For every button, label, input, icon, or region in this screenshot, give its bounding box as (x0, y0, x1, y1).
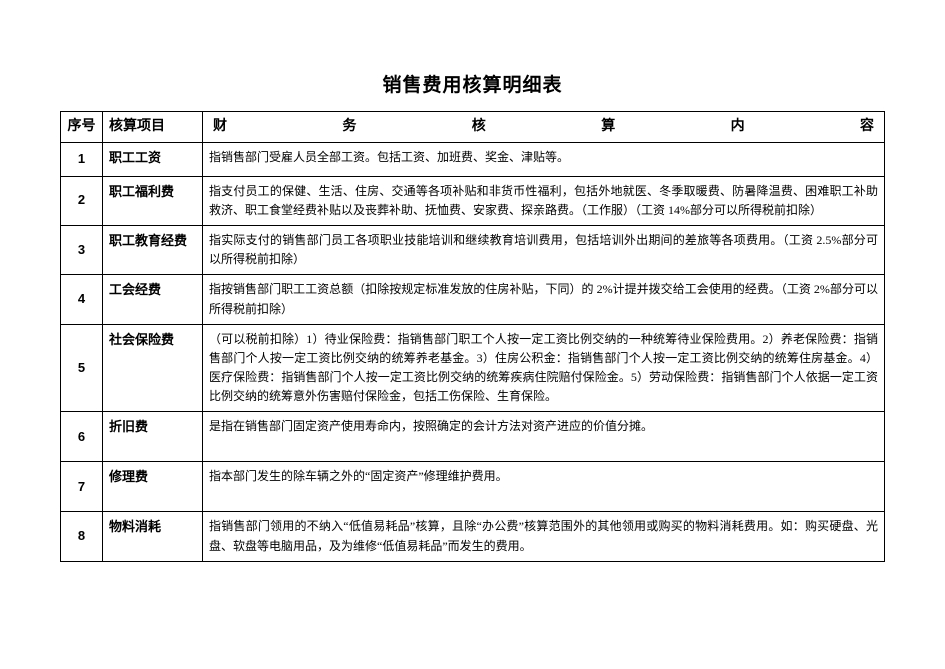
table-body: 1 职工工资 指销售部门受雇人员全部工资。包括工资、加班费、奖金、津贴等。 2 … (61, 142, 885, 561)
table-row: 1 职工工资 指销售部门受雇人员全部工资。包括工资、加班费、奖金、津贴等。 (61, 142, 885, 176)
cell-idx: 3 (61, 225, 103, 274)
table-row: 3 职工教育经费 指实际支付的销售部门员工各项职业技能培训和继续教育培训费用，包… (61, 225, 885, 274)
cell-item: 修理费 (103, 462, 203, 512)
cell-item: 职工工资 (103, 142, 203, 176)
cell-item: 物料消耗 (103, 512, 203, 561)
header-content: 财务核算内容 (203, 112, 885, 143)
table-row: 8 物料消耗 指销售部门领用的不纳入“低值易耗品”核算，且除“办公费”核算范围外… (61, 512, 885, 561)
cell-idx: 6 (61, 412, 103, 462)
table-row: 2 职工福利费 指支付员工的保健、生活、住房、交通等各项补贴和非货币性福利，包括… (61, 176, 885, 225)
cell-item: 社会保险费 (103, 324, 203, 412)
cell-idx: 7 (61, 462, 103, 512)
cell-content: 指本部门发生的除车辆之外的“固定资产”修理维护费用。 (203, 462, 885, 512)
cell-content: 指销售部门领用的不纳入“低值易耗品”核算，且除“办公费”核算范围外的其他领用或购… (203, 512, 885, 561)
header-idx: 序号 (61, 112, 103, 143)
table-header: 序号 核算项目 财务核算内容 (61, 112, 885, 143)
cell-content: 指支付员工的保健、生活、住房、交通等各项补贴和非货币性福利，包括外地就医、冬季取… (203, 176, 885, 225)
cell-item: 职工福利费 (103, 176, 203, 225)
table-row: 5 社会保险费 （可以税前扣除）1）待业保险费：指销售部门职工个人按一定工资比例… (61, 324, 885, 412)
cell-item: 职工教育经费 (103, 225, 203, 274)
table-row: 4 工会经费 指按销售部门职工工资总额（扣除按规定标准发放的住房补贴，下同）的 … (61, 275, 885, 324)
document-page: 销售费用核算明细表 序号 核算项目 财务核算内容 1 职工工资 指销售部门受雇人… (0, 0, 945, 669)
cell-idx: 8 (61, 512, 103, 561)
cell-idx: 1 (61, 142, 103, 176)
table-row: 7 修理费 指本部门发生的除车辆之外的“固定资产”修理维护费用。 (61, 462, 885, 512)
header-row: 序号 核算项目 财务核算内容 (61, 112, 885, 143)
table-row: 6 折旧费 是指在销售部门固定资产使用寿命内，按照确定的会计方法对资产进应的价值… (61, 412, 885, 462)
cell-content: 指销售部门受雇人员全部工资。包括工资、加班费、奖金、津贴等。 (203, 142, 885, 176)
cell-item: 折旧费 (103, 412, 203, 462)
cell-idx: 4 (61, 275, 103, 324)
cell-idx: 2 (61, 176, 103, 225)
cell-content: 指按销售部门职工工资总额（扣除按规定标准发放的住房补贴，下同）的 2%计提并拨交… (203, 275, 885, 324)
expense-table: 序号 核算项目 财务核算内容 1 职工工资 指销售部门受雇人员全部工资。包括工资… (60, 111, 885, 562)
header-item: 核算项目 (103, 112, 203, 143)
cell-content: 指实际支付的销售部门员工各项职业技能培训和继续教育培训费用，包括培训外出期间的差… (203, 225, 885, 274)
cell-content: 是指在销售部门固定资产使用寿命内，按照确定的会计方法对资产进应的价值分摊。 (203, 412, 885, 462)
cell-item: 工会经费 (103, 275, 203, 324)
cell-content: （可以税前扣除）1）待业保险费：指销售部门职工个人按一定工资比例交纳的一种统筹待… (203, 324, 885, 412)
document-title: 销售费用核算明细表 (60, 70, 885, 97)
cell-idx: 5 (61, 324, 103, 412)
